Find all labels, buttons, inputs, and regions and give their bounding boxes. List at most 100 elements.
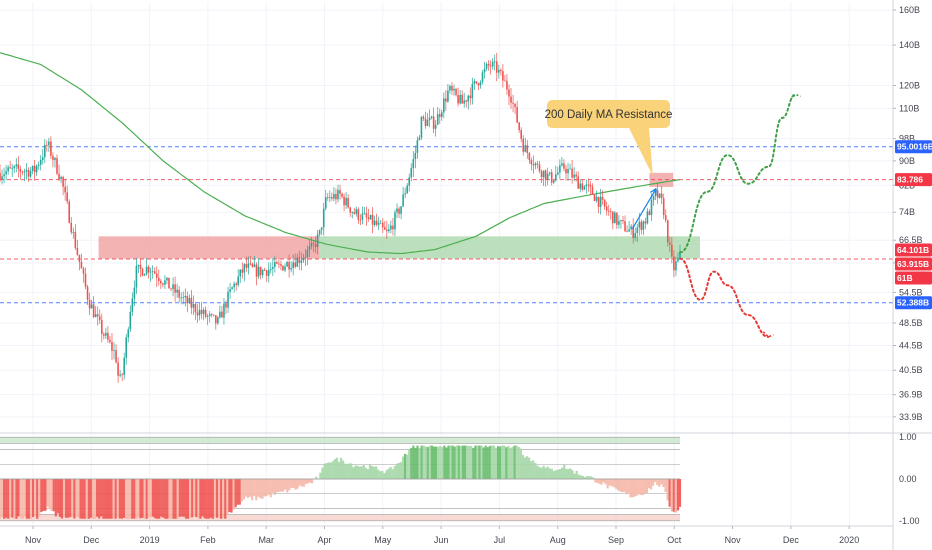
oscillator-bar <box>110 479 113 519</box>
oscillator-bar <box>645 479 649 493</box>
price-tag-label: 52.388B <box>897 298 929 308</box>
oscillator-bar <box>437 446 440 479</box>
oscillator-bar <box>259 479 262 499</box>
oscillator-bar <box>598 479 601 484</box>
oscillator-bar <box>561 467 564 479</box>
time-tick-label: May <box>374 535 392 545</box>
price-tick-label: 98B <box>899 134 915 144</box>
candle-body <box>243 264 246 273</box>
oscillator-bar <box>62 479 66 518</box>
candle-body <box>70 222 73 233</box>
candle-body <box>443 98 445 113</box>
candle-body <box>198 309 201 316</box>
candle-body <box>316 234 319 248</box>
candle-body <box>587 184 590 186</box>
oscillator-bar <box>133 479 136 519</box>
candle-body <box>571 168 573 178</box>
oscillator-bar <box>604 479 607 485</box>
candle-body <box>284 266 286 271</box>
oscillator-bar <box>77 479 80 518</box>
price-tag-label: 64.101B <box>897 245 929 255</box>
oscillator-bar <box>331 461 334 479</box>
oscillator-bar <box>122 479 126 518</box>
oscillator-bar <box>461 445 465 479</box>
oscillator-bar <box>352 467 355 479</box>
candle-body <box>467 95 470 102</box>
oscillator-bar <box>530 461 533 479</box>
candle-body <box>577 176 580 189</box>
candle-body <box>646 211 649 224</box>
candle-body <box>50 141 52 156</box>
oscillator-bar <box>567 468 570 479</box>
candle-body <box>223 303 225 318</box>
candle-body <box>331 197 333 199</box>
time-tick-label: Feb <box>200 535 216 545</box>
candle-body <box>127 329 130 338</box>
price-tick-label: 36.9B <box>899 390 923 400</box>
oscillator-bar <box>261 479 264 499</box>
candle-body <box>388 229 390 232</box>
candle-body <box>237 276 240 285</box>
oscillator-bar <box>79 479 82 519</box>
oscillator-bar <box>124 479 128 519</box>
candle-body <box>208 314 211 316</box>
oscillator-bar <box>606 479 609 489</box>
candle-body <box>117 362 119 376</box>
candle-body <box>642 221 645 230</box>
oscillator-bar <box>118 479 121 519</box>
candle-body <box>579 183 582 189</box>
candle-body <box>601 196 604 200</box>
candle-body <box>394 212 396 230</box>
oscillator-bar <box>310 479 314 484</box>
candle-body <box>46 144 48 146</box>
candle-body <box>597 196 600 207</box>
price-tick-label: 120B <box>899 80 920 90</box>
oscillator-bar <box>321 467 324 479</box>
oscillator-bar <box>226 479 229 515</box>
candle-body <box>88 299 91 309</box>
candle-body <box>314 243 317 248</box>
oscillator-bar <box>85 479 88 519</box>
candle-body <box>581 183 584 190</box>
candle-body <box>487 63 490 66</box>
candle-body <box>286 261 288 267</box>
oscillator-bar <box>11 479 14 518</box>
candle-body <box>68 201 71 223</box>
oscillator-bar <box>666 479 669 501</box>
candle-body <box>349 207 351 213</box>
oscillator-bar <box>674 479 677 513</box>
candle-body <box>438 114 441 118</box>
candle-body <box>508 89 510 97</box>
oscillator-bar <box>244 479 248 497</box>
candle-body <box>512 102 514 104</box>
oscillator-bar <box>207 479 210 519</box>
candle-body <box>33 165 36 173</box>
time-tick-label: 2020 <box>839 535 859 545</box>
oscillator-bar <box>335 457 338 479</box>
oscillator-bar <box>186 479 190 519</box>
candle-body <box>440 112 443 118</box>
oscillator-bar <box>234 479 237 508</box>
oscillator-bar <box>517 447 520 479</box>
candle-body <box>618 220 620 225</box>
oscillator-bar <box>366 469 370 479</box>
oscillator-bar <box>614 479 618 489</box>
price-tag <box>895 140 932 154</box>
oscillator-bar <box>528 457 531 479</box>
candle-body <box>158 277 160 281</box>
candle-body <box>282 265 284 271</box>
oscillator-bar <box>158 479 161 519</box>
oscillator-bar <box>139 479 142 519</box>
candle-body <box>239 269 242 277</box>
candle-body <box>19 168 22 172</box>
candle-body <box>396 208 398 213</box>
oscillator-bar <box>457 445 460 479</box>
candle-body <box>428 117 431 120</box>
candle-body <box>620 220 622 221</box>
candle-body <box>31 165 34 171</box>
candle-body <box>141 268 144 276</box>
oscillator-bar <box>325 463 328 479</box>
osc-upper-band <box>0 437 680 444</box>
oscillator-bar <box>459 445 463 479</box>
